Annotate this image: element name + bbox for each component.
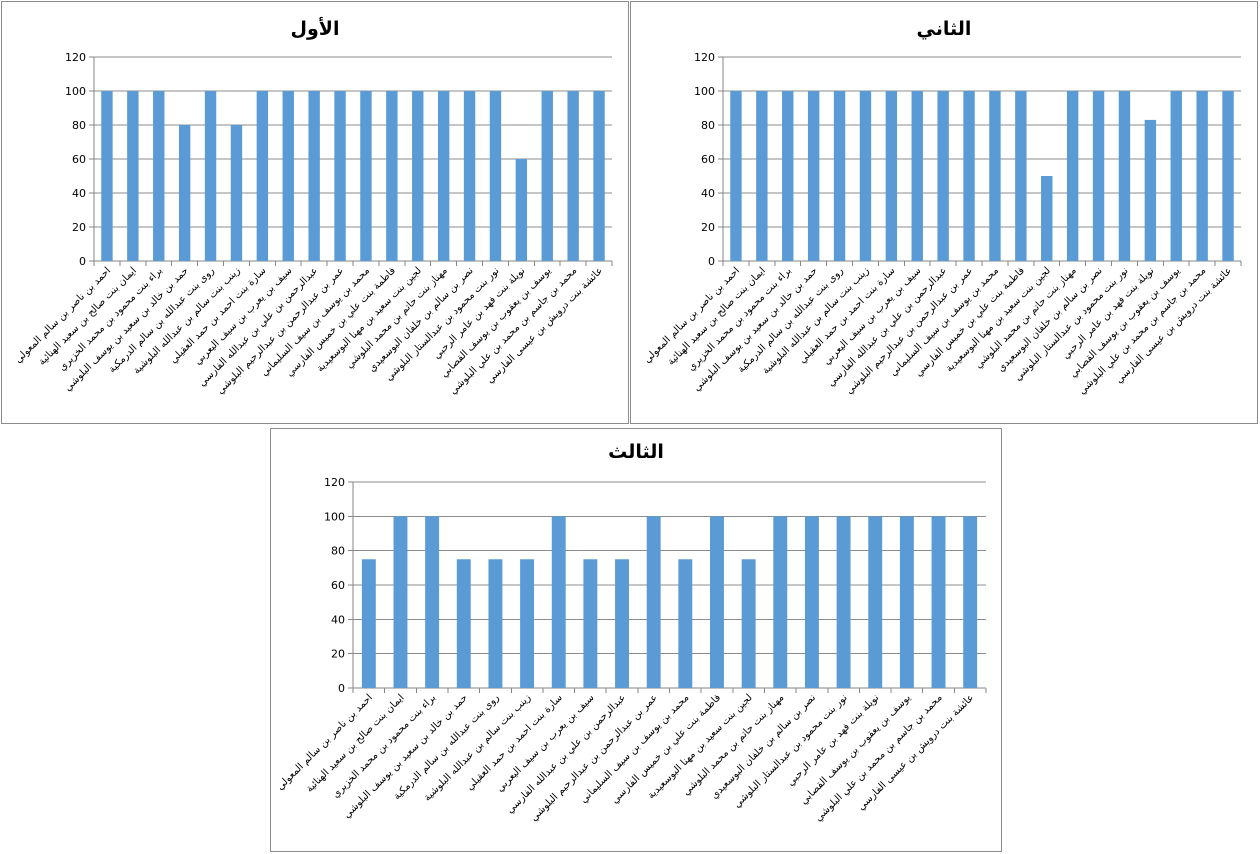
bar [593, 91, 605, 261]
bar [360, 91, 372, 261]
bar [899, 516, 914, 688]
bar [425, 516, 440, 688]
bar [911, 91, 923, 261]
bar [551, 516, 566, 688]
bar [710, 516, 724, 688]
chart-title: الثالث [608, 441, 664, 463]
bar [1015, 91, 1027, 261]
y-tick-label: 100 [65, 85, 86, 98]
bar [437, 91, 450, 261]
bar [282, 91, 294, 261]
bar [361, 559, 376, 688]
y-tick-label: 0 [338, 682, 345, 695]
bar [153, 91, 165, 261]
x-tick-label: نور بنت محمود بن عبدالستار البلوشي [732, 692, 850, 810]
bar [646, 516, 661, 688]
bar [520, 559, 535, 688]
y-tick-label: 100 [694, 85, 715, 98]
bar [989, 91, 1001, 261]
y-tick-label: 80 [701, 119, 715, 132]
bar [412, 91, 424, 261]
bar [937, 91, 949, 261]
y-tick-label: 80 [331, 545, 345, 558]
bar [615, 559, 629, 688]
bar [463, 91, 476, 261]
bar [308, 91, 320, 261]
bar [804, 516, 819, 688]
y-tick-label: 60 [72, 153, 86, 166]
y-tick-label: 40 [331, 613, 345, 626]
bar [963, 516, 978, 688]
bar [456, 559, 471, 688]
bar [773, 516, 788, 688]
chart-title: الأول [291, 17, 340, 40]
bar [230, 125, 243, 261]
y-tick-label: 20 [701, 221, 715, 234]
y-tick-label: 0 [79, 255, 86, 268]
bar [836, 516, 851, 688]
bar [541, 91, 553, 261]
bar [393, 516, 408, 688]
bar [756, 91, 768, 261]
y-tick-label: 40 [72, 187, 86, 200]
bar [807, 91, 820, 261]
bar [1118, 91, 1131, 261]
y-tick-label: 80 [72, 119, 86, 132]
bar [1222, 91, 1234, 261]
bar [741, 559, 756, 688]
bar [833, 91, 846, 261]
bar [678, 559, 693, 688]
y-tick-label: 120 [324, 476, 345, 489]
bar [101, 91, 113, 261]
bar [567, 91, 579, 261]
bar [1196, 91, 1208, 261]
y-tick-label: 60 [331, 579, 345, 592]
bar [859, 91, 872, 261]
bar [1041, 176, 1053, 261]
bar [1170, 91, 1182, 261]
y-tick-label: 40 [701, 187, 715, 200]
bar [583, 559, 598, 688]
bar [868, 516, 883, 688]
bar [127, 91, 139, 261]
chart-panel-1: الأول 0 20 40 60 80 100 120 احمد بن ناصر بن سالم… [1, 1, 629, 424]
bar [386, 91, 398, 261]
y-tick-label: 20 [72, 221, 86, 234]
chart-title: الثاني [917, 18, 972, 40]
bar [1066, 91, 1079, 261]
chart-panel-3: الثالث 0 20 40 60 80 100 120 احمد بن ناصر بن سال… [270, 428, 1002, 852]
bar [1144, 119, 1157, 262]
bar [885, 91, 898, 261]
bar [204, 91, 217, 261]
bar [1092, 91, 1105, 261]
bar [178, 125, 191, 261]
chart-panel-2: الثاني 0 20 40 60 80 100 120 احمد بن ناصر بن سال… [630, 1, 1258, 424]
bar [489, 91, 502, 261]
y-tick-label: 20 [331, 648, 345, 661]
bar [782, 91, 794, 261]
bar [515, 159, 528, 261]
bar [931, 516, 946, 688]
y-tick-label: 120 [65, 51, 86, 64]
bar [730, 91, 742, 261]
y-tick-label: 0 [708, 255, 715, 268]
bar [963, 91, 975, 261]
y-tick-label: 60 [701, 153, 715, 166]
x-tick-label: عائشة بنت درويش بن عيسى الفارسي [856, 692, 976, 812]
y-tick-label: 100 [324, 510, 345, 523]
y-tick-label: 120 [694, 51, 715, 64]
bar [334, 91, 346, 261]
bar [256, 91, 269, 261]
bar [488, 559, 503, 688]
